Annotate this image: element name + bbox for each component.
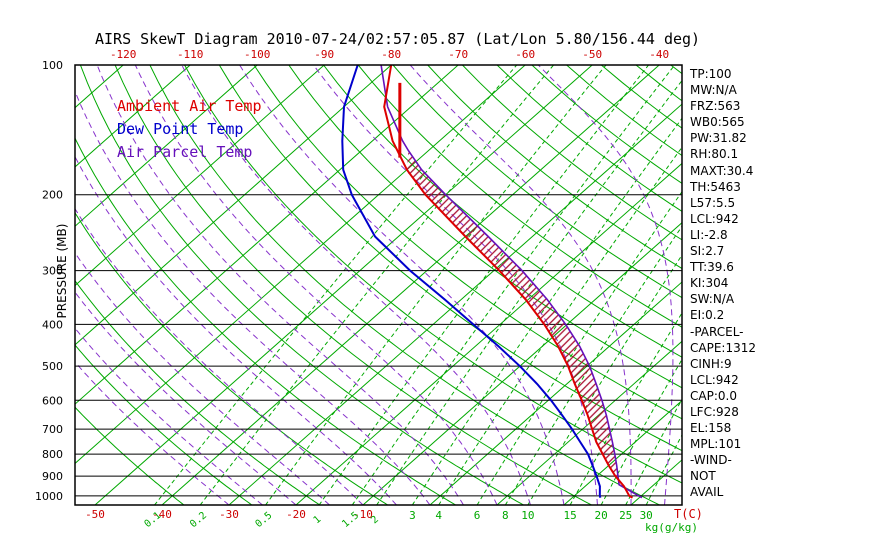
legend-dew-point-temp: Dew Point Temp (117, 120, 244, 138)
mixing-ratio-tick: 3 (409, 509, 416, 522)
pressure-tick: 500 (42, 360, 63, 373)
stat-line: CAPE:1312 (690, 340, 756, 355)
stat-line: SI:2.7 (690, 244, 725, 259)
stat-line: L57:5.5 (690, 195, 736, 210)
parcel-temp-line (380, 65, 643, 499)
mixing-ratio-tick: 15 (563, 509, 576, 522)
stat-line: RH:80.1 (690, 147, 739, 162)
top-temp-tick: -60 (515, 48, 535, 61)
stat-line: EL:158 (690, 421, 732, 436)
top-temp-tick: -110 (177, 48, 204, 61)
dew-point-line (341, 65, 602, 499)
stat-line: KI:304 (690, 276, 729, 291)
mixing-ratio-tick: 0.2 (188, 510, 209, 530)
pressure-tick: 700 (42, 423, 63, 436)
stat-line: LFC:928 (690, 404, 739, 419)
pressure-tick: 1000 (35, 490, 63, 503)
stat-line: MPL:101 (690, 437, 742, 452)
mixing-ratio-tick: 20 (594, 509, 607, 522)
stat-line: SW:N/A (690, 292, 735, 307)
temp-axis-title: T(C) (674, 507, 703, 521)
pressure-tick: 800 (42, 448, 63, 461)
stat-line: EI:0.2 (690, 308, 725, 323)
bottom-temp-tick: -50 (85, 508, 105, 521)
ambient-temp-line (383, 65, 633, 499)
stat-line: LCL:942 (690, 372, 739, 387)
bottom-temp-tick: -10 (353, 508, 373, 521)
mixing-ratio-tick: 4 (435, 509, 442, 522)
stat-line: TT:39.6 (690, 260, 734, 275)
stat-line: -PARCEL- (690, 324, 744, 339)
top-temp-tick: -90 (314, 48, 334, 61)
top-temp-tick: -40 (649, 48, 669, 61)
pressure-tick: 900 (42, 470, 63, 483)
legend: Ambient Air Temp Dew Point Temp Air Parc… (117, 95, 262, 164)
mixing-ratio-lines (154, 65, 682, 505)
legend-ambient-air-temp: Ambient Air Temp (117, 97, 262, 115)
stat-line: -WIND- (690, 453, 732, 468)
stat-line: MAXT:30.4 (690, 163, 754, 178)
stat-line: WB0:565 (690, 115, 745, 130)
mixing-ratio-tick: 2 (369, 514, 381, 526)
stat-line: MW:N/A (690, 83, 737, 98)
mixing-ratio-tick: 25 (619, 509, 632, 522)
stat-line: AVAIL (690, 485, 724, 500)
stat-line: PW:31.82 (690, 131, 747, 146)
bottom-temp-tick: -20 (286, 508, 306, 521)
moist-adiabat-lines (75, 65, 674, 505)
axis-tick-labels: -120 -110 -100 -90 -80 -70 -60 -50 -40 -50 -40 -30 -… (35, 48, 669, 530)
stat-line: TH:5463 (690, 179, 741, 194)
stat-line: CINH:9 (690, 356, 732, 371)
mixing-ratio-tick: 0.5 (254, 510, 275, 530)
stat-line: CAP:0.0 (690, 388, 737, 403)
mixing-ratio-tick: 8 (502, 509, 509, 522)
stats-panel: TP:100 MW:N/A FRZ:563 WB0:565 PW:31.82 RH:80.… (690, 66, 756, 501)
pressure-tick: 600 (42, 394, 63, 407)
bottom-temp-tick: -30 (219, 508, 239, 521)
bottom-temp-tick: -40 (152, 508, 172, 521)
stat-line: LCL:942 (690, 211, 739, 226)
mixing-ratio-tick: 10 (521, 509, 534, 522)
stat-line: TP:100 (690, 67, 732, 81)
top-temp-tick: -70 (448, 48, 468, 61)
top-temp-tick: -80 (381, 48, 401, 61)
top-temp-tick: -50 (582, 48, 602, 61)
pressure-axis-title: PRESSURE (MB) (55, 223, 69, 319)
legend-air-parcel-temp: Air Parcel Temp (117, 143, 253, 161)
pressure-tick: 200 (42, 189, 63, 202)
chart-title: AIRS SkewT Diagram 2010-07-24/02:57:05.8… (95, 30, 701, 48)
pressure-tick: 100 (42, 59, 63, 72)
stat-line: LI:-2.8 (690, 227, 728, 242)
pressure-tick: 400 (42, 318, 63, 331)
stat-line: FRZ:563 (690, 99, 741, 114)
mixing-ratio-tick: 30 (640, 509, 653, 522)
pressure-tick: 300 (42, 265, 63, 278)
mixing-ratio-tick: 6 (474, 509, 481, 522)
mixing-ratio-tick: 1 (312, 514, 324, 526)
cape-hatch-area (406, 150, 618, 477)
mixing-ratio-axis-title: kg(g/kg) (645, 521, 698, 534)
plot-border (74, 64, 683, 506)
stat-line: NOT (690, 469, 716, 484)
top-temp-tick: -100 (244, 48, 271, 61)
top-temp-tick: -120 (110, 48, 137, 61)
